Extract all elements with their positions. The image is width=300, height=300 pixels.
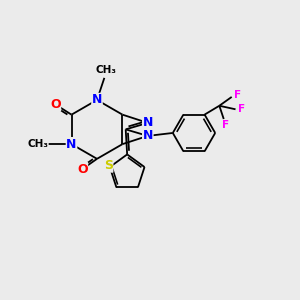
Text: F: F xyxy=(222,121,229,130)
Text: N: N xyxy=(142,129,153,142)
Text: N: N xyxy=(66,138,77,151)
Text: CH₃: CH₃ xyxy=(95,65,116,76)
Text: F: F xyxy=(234,90,241,100)
Text: N: N xyxy=(92,93,102,106)
Text: F: F xyxy=(238,104,245,114)
Text: N: N xyxy=(142,116,153,129)
Text: O: O xyxy=(77,163,88,176)
Text: O: O xyxy=(50,98,61,111)
Text: CH₃: CH₃ xyxy=(27,139,48,149)
Text: S: S xyxy=(104,159,113,172)
